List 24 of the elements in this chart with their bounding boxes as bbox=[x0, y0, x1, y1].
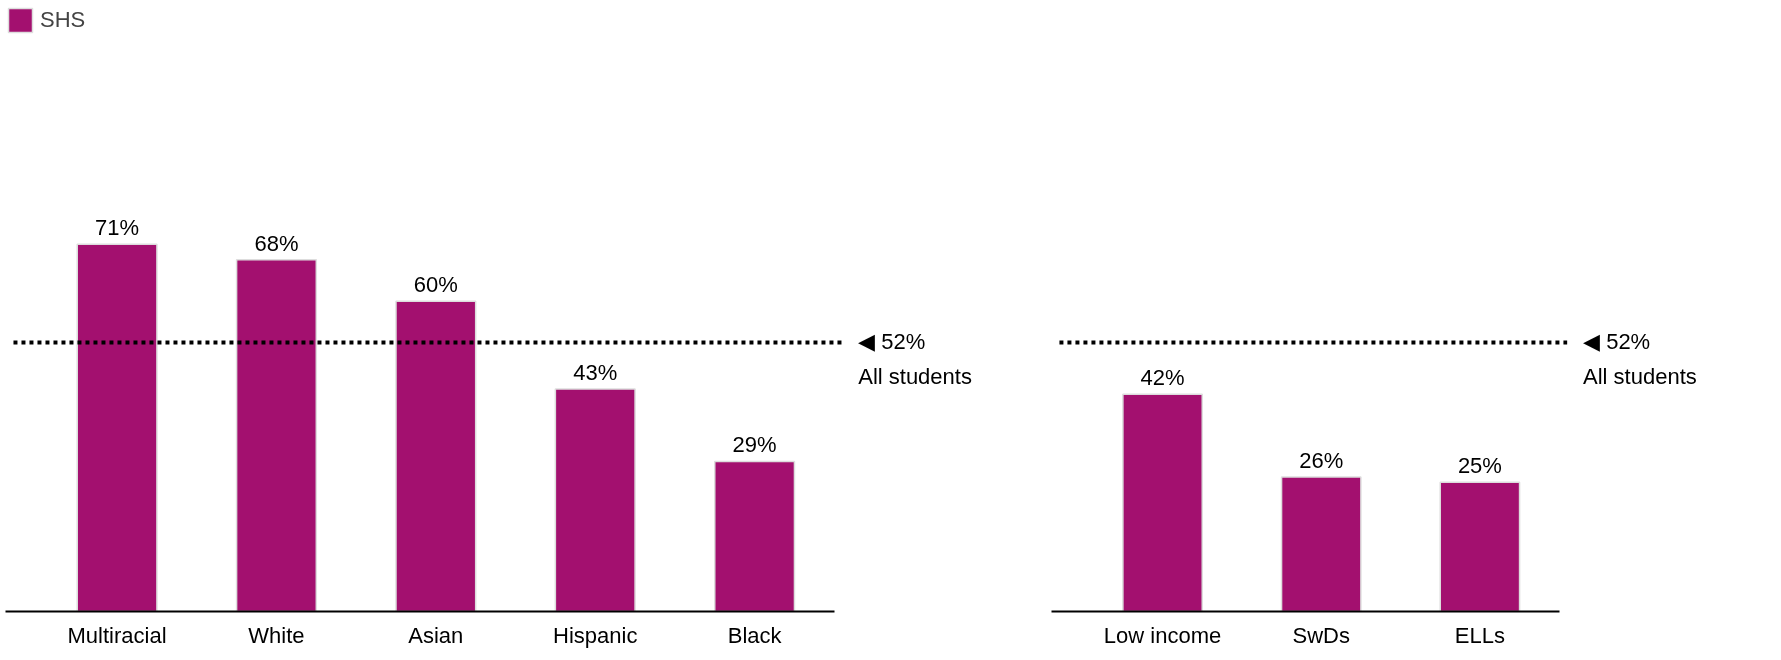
data-label: 29% bbox=[732, 432, 777, 458]
x-tick-label: Hispanic bbox=[553, 622, 638, 648]
bar bbox=[714, 460, 796, 612]
x-tick-label: White bbox=[248, 622, 305, 648]
x-tick-label: Asian bbox=[408, 622, 464, 648]
data-label: 68% bbox=[254, 230, 299, 256]
data-label: 60% bbox=[413, 272, 458, 298]
legend-label: SHS bbox=[40, 7, 86, 33]
data-label: 26% bbox=[1299, 448, 1344, 474]
x-tick-label: Low income bbox=[1103, 622, 1222, 648]
ref-line-label: ◀ 52% All students bbox=[1583, 328, 1697, 389]
data-label: 71% bbox=[95, 215, 140, 241]
bar bbox=[235, 259, 318, 612]
x-tick-label: ELLs bbox=[1454, 622, 1505, 648]
ref-line-label: ◀ 52% All students bbox=[858, 328, 972, 389]
x-tick-label: SwDs bbox=[1292, 622, 1350, 648]
data-label: 25% bbox=[1457, 453, 1502, 479]
bar bbox=[76, 243, 158, 612]
bar bbox=[554, 388, 636, 612]
data-label: 42% bbox=[1140, 365, 1185, 391]
x-tick-label: Black bbox=[727, 622, 783, 648]
data-label: 43% bbox=[573, 360, 618, 386]
x-tick-label: Multiracial bbox=[67, 622, 167, 648]
bar bbox=[395, 300, 477, 612]
